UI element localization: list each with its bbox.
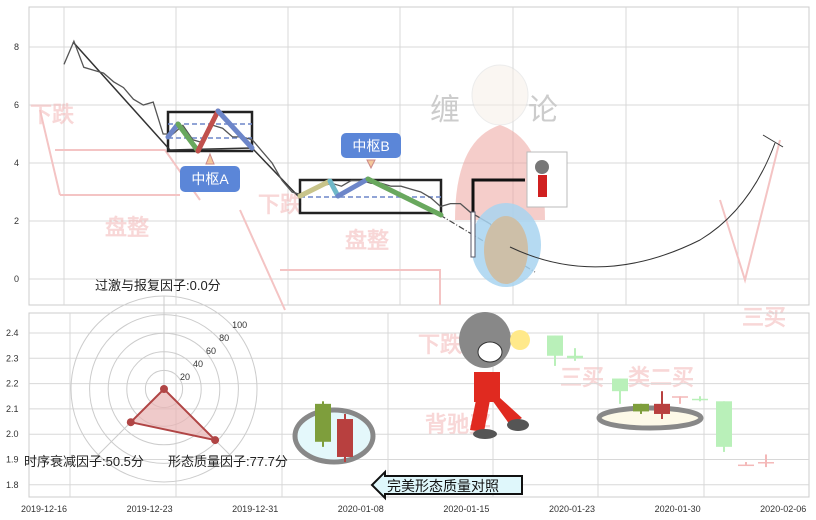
bottom-y-axis: 1.8 1.9 2.0 2.1 2.2 2.3 2.4: [6, 328, 19, 490]
candle-body: [738, 464, 754, 467]
zhongshu-a-box: [166, 110, 254, 153]
zhongshu-a-label: [180, 166, 240, 192]
y-tick-label: 6: [14, 100, 19, 110]
radar-ring-label: 20: [180, 372, 190, 382]
y-tick-label: 2: [14, 216, 19, 226]
x-tick-label: 2020-01-23: [549, 504, 595, 514]
projection-curve: [509, 142, 776, 268]
compare-ellipse-left: [292, 407, 376, 465]
candles: [315, 335, 774, 468]
y-tick-label: 2.1: [6, 404, 19, 414]
watermark-down: 下跌: [258, 192, 303, 217]
stroke-segment: [335, 176, 371, 199]
y-tick-label: 2.0: [6, 429, 19, 439]
watermark-buy3: 三买: [742, 305, 786, 330]
radar-point: [126, 418, 135, 427]
compare-ellipse-right: [596, 405, 704, 431]
stroke-segment: [195, 108, 221, 154]
stroke-segment: [215, 108, 255, 151]
watermark-layer: 下跌 盘整 下跌 盘整 下跌 背驰买 三买 类二买 三买 缠 论: [30, 64, 786, 437]
perfect-form-compare-button[interactable]: 完美形态质量对照: [370, 469, 523, 501]
y-tick-label: 2.3: [6, 353, 19, 363]
bi-strokes: [165, 108, 444, 218]
candle-body: [547, 335, 563, 356]
logo-text: 缠: [430, 94, 460, 127]
x-tick-label: 2020-01-15: [443, 504, 489, 514]
candle-body: [672, 396, 688, 398]
stroke-segment: [365, 176, 444, 218]
watermark-buy2: 类二买: [628, 365, 694, 390]
price-line: [63, 39, 511, 242]
candle-body: [654, 403, 670, 414]
zhongshu-b-label: [341, 133, 401, 158]
highlight-ellipse-inner: [484, 216, 528, 284]
pointer-arrow-icon: [205, 152, 215, 165]
radar-ring-label: 60: [206, 346, 216, 356]
compare-button-label: 完美形态质量对照: [387, 478, 499, 494]
bottom-plot-area: [28, 312, 810, 498]
y-tick-label: 8: [14, 42, 19, 52]
radar-ring-label: 40: [193, 359, 203, 369]
watermark-arrows: [39, 109, 781, 311]
pointer-arrow-icon: [366, 159, 376, 170]
y-tick-label: 1.8: [6, 480, 19, 490]
watermark-flat: 盘整: [345, 228, 389, 253]
curve-end-tick: [762, 134, 784, 148]
wolf-head-icon: [535, 160, 549, 174]
trend-line: [72, 41, 299, 197]
top-plot-area: [28, 6, 810, 306]
watermark-down: 下跌: [30, 102, 75, 127]
x-tick-label: 2019-12-31: [232, 504, 278, 514]
candle-body: [758, 462, 774, 464]
watermark-flat: 盘整: [105, 215, 149, 240]
y-tick-label: 1.9: [6, 455, 19, 465]
wolf-body-icon: [538, 175, 547, 197]
candle-body: [692, 398, 708, 401]
stroke-segment: [165, 121, 181, 140]
x-tick-label: 2019-12-23: [127, 504, 173, 514]
candle-body: [337, 419, 353, 457]
radar-ring-label: 80: [219, 333, 229, 343]
radar-label-time-decay: 时序衰减因子:50.5分: [24, 454, 144, 469]
zhongshu-b-label-text: 中枢B: [352, 138, 389, 154]
top-y-axis: 0 2 4 6 8: [14, 42, 19, 284]
candle-body: [612, 378, 628, 392]
candle-body: [716, 401, 732, 447]
radar-label-overreaction: 过激与报复因子:0.0分: [95, 278, 221, 293]
x-tick-label: 2020-01-08: [338, 504, 384, 514]
radar-point: [160, 385, 168, 393]
candle-body: [567, 355, 583, 359]
marker-bar: [470, 211, 476, 258]
radar-label-form-quality: 形态质量因子:77.7分: [168, 454, 288, 469]
zhongshu-a-label-text: 中枢A: [191, 171, 229, 187]
monk-dog-watermark-icon: [455, 64, 545, 220]
candle-body: [633, 403, 649, 412]
radar-point: [211, 436, 220, 445]
x-tick-label: 2020-02-06: [760, 504, 806, 514]
wolf-mascot-icon: [459, 312, 530, 439]
x-tick-label: 2020-01-30: [655, 504, 701, 514]
watermark-buy3: 三买: [560, 365, 604, 390]
y-tick-label: 2.4: [6, 328, 19, 338]
stroke-segment: [175, 121, 201, 154]
watermark-down: 下跌: [418, 332, 463, 357]
logo-text: 论: [528, 94, 558, 127]
y-tick-label: 0: [14, 274, 19, 284]
y-tick-label: 2.2: [6, 379, 19, 389]
stroke-segment: [327, 178, 341, 199]
candle-body: [315, 403, 331, 442]
radar-ring-label: 100: [232, 320, 247, 330]
stroke-segment: [297, 178, 333, 199]
y-tick-label: 4: [14, 158, 19, 168]
x-axis: 2019-12-16 2019-12-23 2019-12-31 2020-01-08…: [21, 504, 806, 514]
radar-area: [128, 387, 219, 442]
x-tick-label: 2019-12-16: [21, 504, 67, 514]
